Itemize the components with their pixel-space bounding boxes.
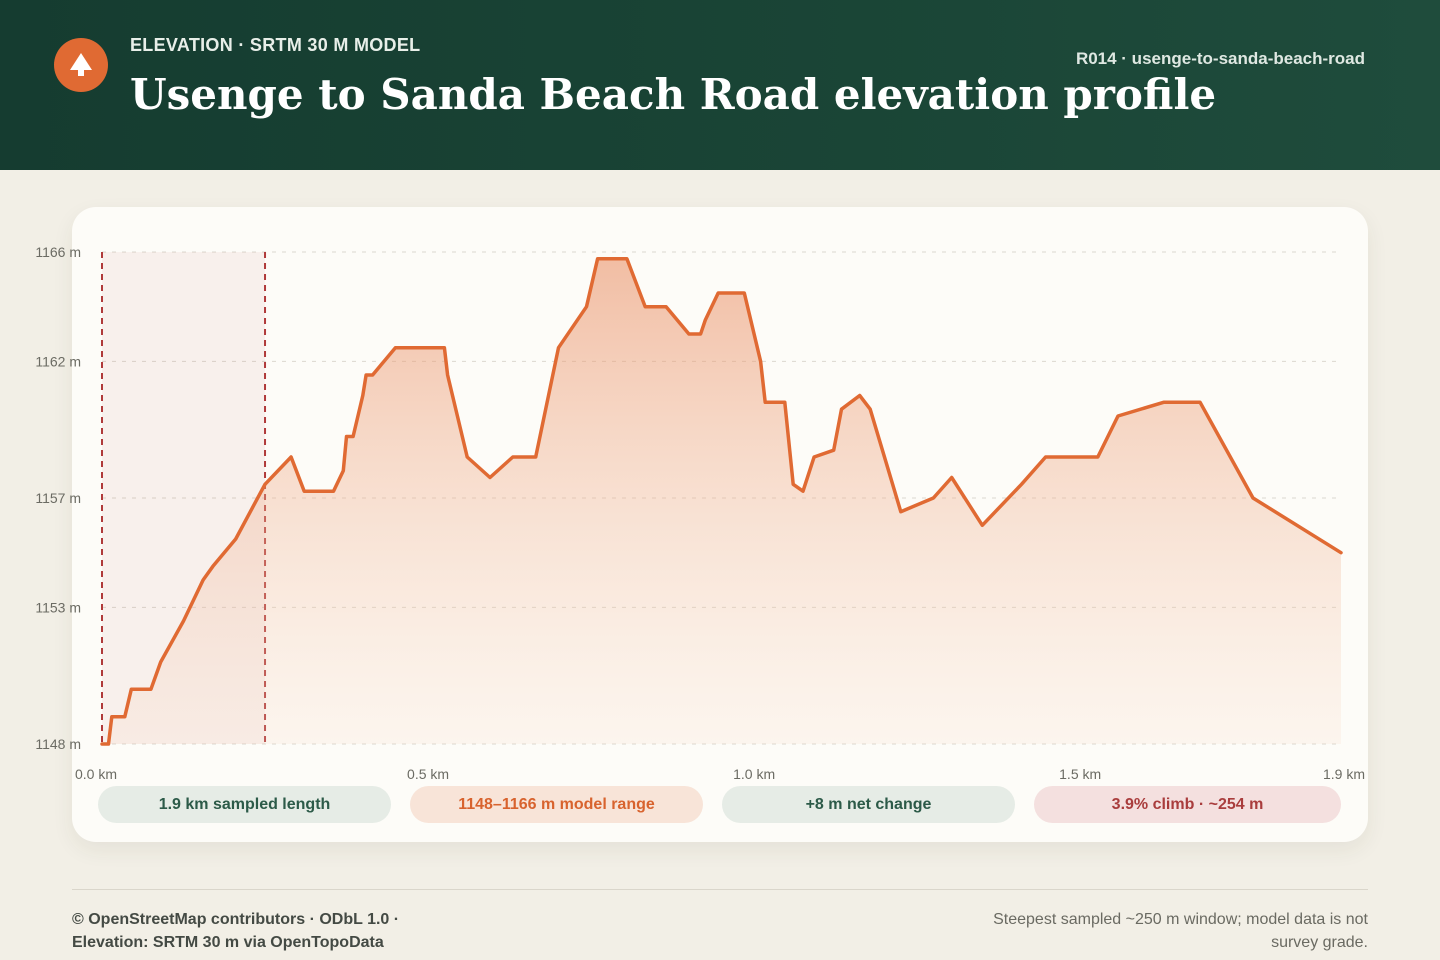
eyebrow-label: ELEVATION · SRTM 30 M MODEL [130,35,421,55]
data-quality-note: Steepest sampled ~250 m window; model da… [993,911,1368,951]
mountain-icon [70,53,92,76]
stat-length-badge: 1.9 km sampled length [98,786,391,823]
chart-card [72,207,1368,842]
route-logo [54,38,108,92]
stat-climb-badge: 3.9% climb · ~254 m [1034,786,1341,823]
route-id-label: R014 · usenge-to-sanda-beach-road [1075,49,1365,68]
header-banner: ELEVATION · SRTM 30 M MODEL Usenge to Sa… [0,0,1440,170]
attribution-line-1: © OpenStreetMap contributors · ODbL 1.0 … [72,911,400,928]
page-title: Usenge to Sanda Beach Road elevation pro… [130,70,1217,119]
attribution-line-2: Elevation: SRTM 30 m via OpenTopoData [72,934,384,951]
footer-divider [72,889,1368,890]
stat-range-badge: 1148–1166 m model range [410,786,703,823]
stat-net-change-badge: +8 m net change [722,786,1015,823]
attribution: © OpenStreetMap contributors · ODbL 1.0 … [72,908,532,954]
